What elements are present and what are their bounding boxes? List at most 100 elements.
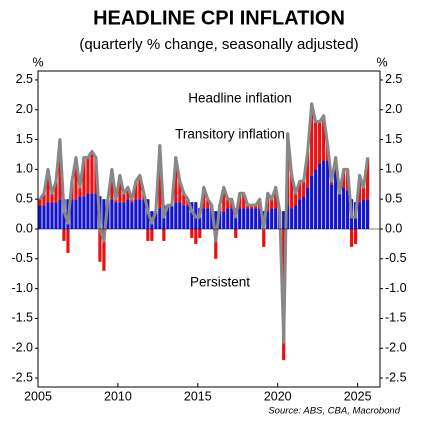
bar xyxy=(114,202,118,229)
bar xyxy=(134,199,138,229)
bar xyxy=(322,115,326,161)
y-tick-label: -2.0 xyxy=(11,341,33,355)
bar xyxy=(222,211,226,229)
bar xyxy=(126,199,130,229)
bar xyxy=(78,187,82,197)
chart-title: HEADLINE CPI INFLATION xyxy=(93,7,345,29)
bar xyxy=(306,151,310,188)
bar xyxy=(46,202,50,229)
bar xyxy=(354,229,358,244)
y-tick-label: 2.0 xyxy=(16,102,33,116)
y2-tick-label: -0.5 xyxy=(385,251,407,265)
bar xyxy=(230,208,234,229)
bar xyxy=(258,208,262,229)
x-tick-label: 2020 xyxy=(264,389,292,403)
x-tick-label: 2005 xyxy=(24,389,52,403)
bar xyxy=(366,199,370,229)
bar xyxy=(122,202,126,229)
y-tick-label: 0.5 xyxy=(16,191,33,205)
bar xyxy=(58,139,62,200)
x-tick-label: 2025 xyxy=(344,389,372,403)
bar xyxy=(166,205,170,229)
bar xyxy=(170,205,174,229)
bar xyxy=(302,196,306,229)
bar xyxy=(110,199,114,229)
bar xyxy=(226,208,230,229)
bar xyxy=(98,229,102,262)
bar xyxy=(214,211,218,229)
bar xyxy=(198,229,202,238)
y-tick-label: -1.5 xyxy=(11,311,33,325)
bar xyxy=(174,157,178,203)
y2-tick-label: 1.5 xyxy=(385,132,402,146)
series-annotation: Transitory inflation xyxy=(175,127,285,142)
y2-tick-label: 2.5 xyxy=(385,72,402,86)
series-annotation: Persistent xyxy=(190,275,250,290)
y2-tick-label: 2.0 xyxy=(385,102,402,116)
bar xyxy=(294,205,298,229)
bar xyxy=(334,169,338,229)
bar xyxy=(238,208,242,229)
bar xyxy=(90,193,94,229)
bar xyxy=(46,169,50,203)
y-tick-label: -0.5 xyxy=(11,251,33,265)
bar xyxy=(190,202,194,229)
bar xyxy=(42,193,46,206)
bar xyxy=(322,160,326,229)
bar xyxy=(206,208,210,229)
bar xyxy=(290,208,294,229)
series-annotation: Headline inflation xyxy=(188,91,292,106)
bar xyxy=(314,121,318,170)
bar xyxy=(86,157,90,194)
y2-tick-label: 0.5 xyxy=(385,191,402,205)
bar xyxy=(82,196,86,229)
bar xyxy=(70,199,74,229)
y2-tick-label: -1.5 xyxy=(385,311,407,325)
bar xyxy=(138,199,142,229)
y2-tick-label: 1.0 xyxy=(385,162,402,176)
bar xyxy=(266,211,270,229)
y-tick-label: 0.0 xyxy=(16,221,33,235)
y2-axis-label: % xyxy=(376,55,387,69)
y-tick-label: 2.5 xyxy=(16,72,33,86)
bar xyxy=(262,229,266,247)
bar xyxy=(118,202,122,229)
bar xyxy=(202,208,206,229)
bar xyxy=(194,229,198,244)
bar xyxy=(54,202,58,229)
bar xyxy=(326,160,330,229)
bar xyxy=(358,202,362,229)
bar xyxy=(310,103,314,176)
bar xyxy=(66,229,70,253)
bar xyxy=(350,229,354,247)
bar xyxy=(74,157,78,200)
bar xyxy=(90,151,94,194)
bar xyxy=(78,196,82,229)
y2-tick-label: -2.0 xyxy=(385,341,407,355)
bar xyxy=(150,229,154,241)
y2-tick-label: 0.0 xyxy=(385,221,402,235)
bar xyxy=(102,229,106,271)
bar xyxy=(330,184,334,229)
bar xyxy=(274,187,278,209)
bar xyxy=(318,121,322,164)
bar xyxy=(274,208,278,229)
bar xyxy=(282,211,286,229)
bar xyxy=(222,187,226,212)
bar xyxy=(122,193,126,203)
bar xyxy=(38,199,42,206)
bar xyxy=(294,193,298,206)
bar xyxy=(362,187,366,200)
y2-tick-label: -1.0 xyxy=(385,281,407,295)
y-tick-label: 1.5 xyxy=(16,132,33,146)
bar xyxy=(242,193,246,209)
bar xyxy=(226,199,230,209)
x-tick-label: 2015 xyxy=(184,389,212,403)
y-tick-label: 1.0 xyxy=(16,162,33,176)
bar xyxy=(342,187,346,229)
bar xyxy=(54,181,58,203)
bar xyxy=(146,229,150,241)
bar xyxy=(154,211,158,229)
bar xyxy=(270,208,274,229)
bar xyxy=(234,229,238,238)
